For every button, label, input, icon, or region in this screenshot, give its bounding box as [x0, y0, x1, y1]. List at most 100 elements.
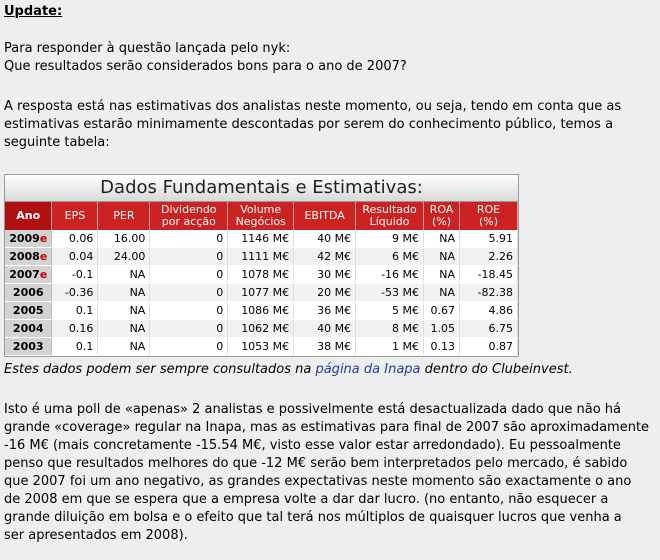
- estimate-marker: e: [39, 232, 48, 245]
- analysis-line: grande diluição em bolsa e o efeito que …: [4, 510, 622, 525]
- table-row: 2006 -0.36 NA 0 1077 M€ 20 M€ -53 M€ NA -82.38: [5, 283, 518, 302]
- col-header-ano: Ano: [5, 202, 53, 230]
- cell-roe: 6.75: [459, 319, 518, 338]
- year-cell: 2009e: [5, 230, 53, 248]
- analysis-line: ser apresentados em 2008).: [4, 528, 188, 543]
- analysis-paragraph: Isto é uma poll de «apenas» 2 analistas …: [4, 401, 654, 545]
- cell-per: NA: [97, 265, 151, 284]
- cell-vol: 1111 M€: [227, 247, 295, 266]
- header-line: Líquido: [369, 215, 410, 228]
- table-row: 2008e 0.04 24.00 0 1111 M€ 42 M€ 6 M€ NA 2.26: [5, 247, 518, 266]
- header-line: Resultado: [362, 203, 417, 216]
- header-line: (%): [478, 215, 499, 228]
- question-line: Para responder à questão lançada pelo ny…: [4, 41, 291, 56]
- cell-res: 6 M€: [355, 247, 425, 266]
- header-line: Volume: [240, 203, 282, 216]
- cell-per: NA: [97, 319, 151, 338]
- cell-ebitda: 36 M€: [293, 301, 357, 320]
- cell-eps: 0.16: [51, 319, 99, 338]
- cell-roe: 5.91: [459, 230, 518, 248]
- header-line: Negócios: [235, 215, 286, 228]
- analysis-line: -16 M€ (mais concretamente -15.54 M€, vi…: [4, 438, 621, 453]
- cell-div: 0: [149, 247, 229, 266]
- cell-div: 0: [149, 337, 229, 356]
- cell-res: 1 M€: [355, 337, 425, 356]
- cell-roa: NA: [423, 265, 460, 284]
- cell-vol: 1062 M€: [227, 319, 295, 338]
- table-title: Dados Fundamentais e Estimativas:: [5, 175, 518, 202]
- col-header-roe: ROE (%): [459, 202, 518, 230]
- year-value: 2003: [12, 340, 44, 353]
- estimate-marker: e: [39, 250, 48, 263]
- intro-line: A resposta está nas estimativas dos anal…: [4, 99, 622, 114]
- cell-roa: NA: [423, 283, 460, 302]
- year-value: 2005: [12, 304, 44, 317]
- col-header-ebitda: EBITDA: [293, 202, 357, 230]
- col-header-per: PER: [97, 202, 151, 230]
- cell-roa: NA: [423, 230, 460, 248]
- cell-per: NA: [97, 337, 151, 356]
- cell-ebitda: 30 M€: [293, 265, 357, 284]
- analysis-line: Isto é uma poll de «apenas» 2 analistas …: [4, 402, 622, 417]
- cell-res: -16 M€: [355, 265, 425, 284]
- intro-paragraph: A resposta está nas estimativas dos anal…: [4, 98, 654, 152]
- year-value: 2009: [9, 232, 40, 245]
- year-value: 2008: [9, 250, 40, 263]
- question-line: Que resultados serão considerados bons p…: [4, 59, 407, 74]
- cell-res: -53 M€: [355, 283, 425, 302]
- table-row: 2005 0.1 NA 0 1086 M€ 36 M€ 5 M€ 0.67 4.86: [5, 301, 518, 320]
- header-row: Ano EPS PER Dividendo por acção Volume Neg…: [5, 202, 518, 230]
- cell-eps: 0.1: [51, 301, 99, 320]
- inapa-page-link[interactable]: página da Inapa: [315, 362, 421, 377]
- cell-ebitda: 20 M€: [293, 283, 357, 302]
- analysis-line: de 2008 em que se espera que a empresa v…: [4, 492, 609, 507]
- cell-vol: 1053 M€: [227, 337, 295, 356]
- year-value: 2004: [12, 322, 44, 335]
- table-row: 2009e 0.06 16.00 0 1146 M€ 40 M€ 9 M€ NA 5.91: [5, 230, 518, 248]
- cell-roa: 0.13: [423, 337, 460, 356]
- cell-roa: 0.67: [423, 301, 460, 320]
- note-text: dentro do Clubeinvest.: [420, 362, 573, 377]
- cell-vol: 1077 M€: [227, 283, 295, 302]
- col-header-resultado: Resultado Líquido: [355, 202, 425, 230]
- cell-roa: 1.05: [423, 319, 460, 338]
- cell-ebitda: 40 M€: [293, 319, 357, 338]
- col-header-roa: ROA (%): [423, 202, 460, 230]
- col-header-dividendo: Dividendo por acção: [149, 202, 229, 230]
- col-header-eps: EPS: [51, 202, 99, 230]
- intro-line: seguinte tabela:: [4, 135, 110, 150]
- question-paragraph: Para responder à questão lançada pelo ny…: [4, 40, 654, 76]
- cell-div: 0: [149, 301, 229, 320]
- cell-eps: 0.04: [51, 247, 99, 266]
- cell-roa: NA: [423, 247, 460, 266]
- header-line: Dividendo: [161, 203, 217, 216]
- cell-ebitda: 40 M€: [293, 230, 357, 248]
- cell-per: 16.00: [97, 230, 151, 248]
- year-cell: 2004: [5, 319, 53, 338]
- cell-vol: 1146 M€: [227, 230, 295, 248]
- cell-div: 0: [149, 319, 229, 338]
- analysis-line: penso que resultados melhores do que -12…: [4, 456, 628, 471]
- cell-res: 8 M€: [355, 319, 425, 338]
- year-value: 2006: [12, 286, 44, 299]
- estimate-marker: e: [39, 268, 48, 281]
- table-row: 2007e -0.1 NA 0 1078 M€ 30 M€ -16 M€ NA -18.45: [5, 265, 518, 284]
- cell-roe: 4.86: [459, 301, 518, 320]
- intro-line: estimativas estarão minimamente desconta…: [4, 117, 614, 132]
- cell-eps: -0.36: [51, 283, 99, 302]
- cell-eps: 0.06: [51, 230, 99, 248]
- year-cell: 2005: [5, 301, 53, 320]
- estimates-table: Ano EPS PER Dividendo por acção Volume Neg…: [5, 202, 518, 356]
- header-line: ROA: [429, 203, 454, 216]
- update-heading: Update:: [4, 4, 63, 19]
- cell-vol: 1086 M€: [227, 301, 295, 320]
- year-cell: 2003: [5, 337, 53, 356]
- cell-roe: 2.26: [459, 247, 518, 266]
- analysis-line: grande «coverage» regular na Inapa, mas …: [4, 420, 650, 435]
- note-text: Estes dados podem ser sempre consultados…: [4, 362, 316, 377]
- cell-per: 24.00: [97, 247, 151, 266]
- cell-div: 0: [149, 265, 229, 284]
- cell-eps: 0.1: [51, 337, 99, 356]
- cell-roe: -82.38: [459, 283, 518, 302]
